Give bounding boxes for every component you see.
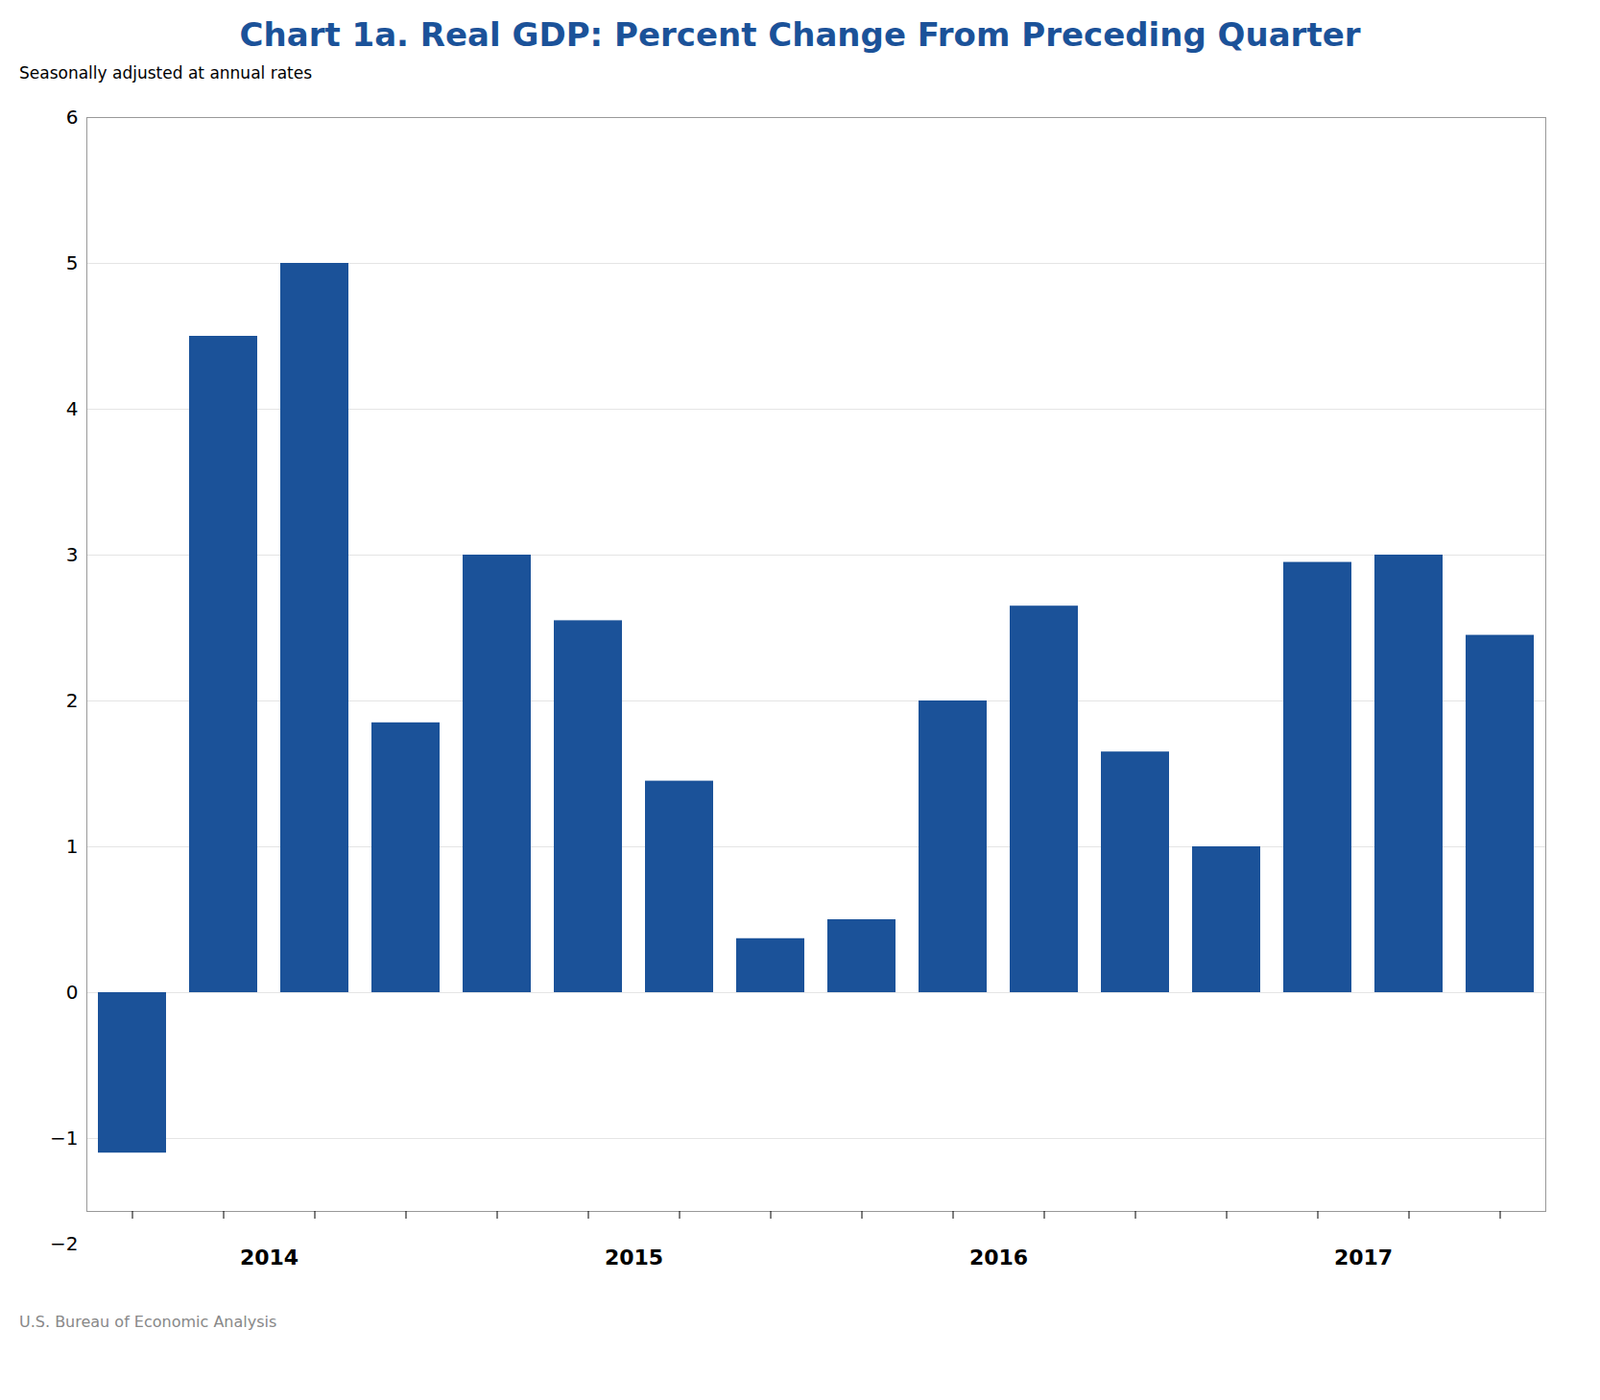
svg-text:−1: −1 [49, 1126, 78, 1150]
svg-text:0: 0 [66, 980, 79, 1004]
svg-text:1: 1 [66, 835, 79, 859]
svg-text:2014: 2014 [239, 1245, 299, 1270]
svg-text:2016: 2016 [969, 1245, 1028, 1270]
svg-text:2015: 2015 [604, 1245, 664, 1270]
svg-text:2017: 2017 [1334, 1245, 1393, 1270]
svg-text:2: 2 [66, 689, 79, 713]
html-text:Seasonally adjusted at annual: Seasonally adjusted at annual rates [19, 63, 313, 83]
svg-text:3: 3 [66, 543, 79, 567]
svg-text:5: 5 [66, 251, 79, 275]
html-text:U.S. Bureau of Economic Analys: U.S. Bureau of Economic Analysis [19, 1313, 277, 1332]
svg-text:−2: −2 [49, 1232, 78, 1256]
svg-text:6: 6 [66, 105, 79, 129]
html-text:Chart 1a. Real GDP: Percent Ch: Chart 1a. Real GDP: Percent Change From … [239, 15, 1361, 54]
svg-text:4: 4 [66, 397, 79, 421]
